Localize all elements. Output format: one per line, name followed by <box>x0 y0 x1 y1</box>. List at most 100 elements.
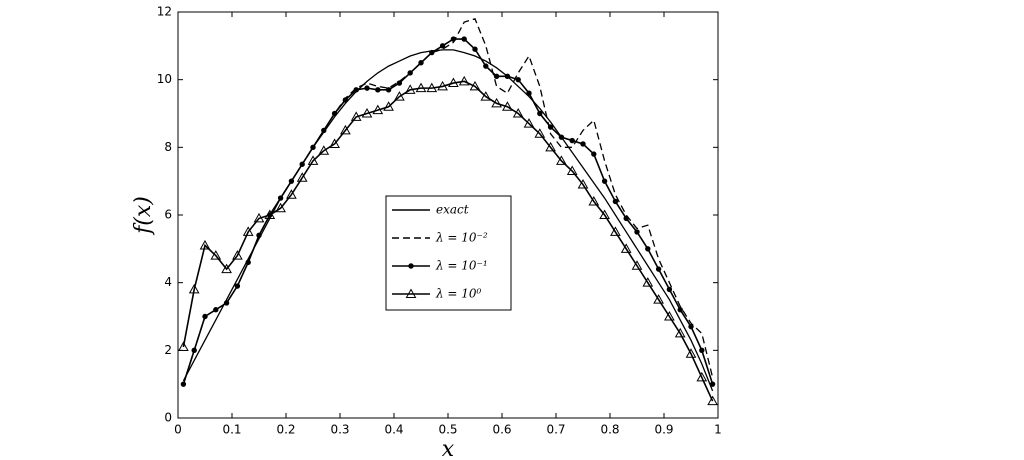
x-tick-label: 0 <box>174 423 182 437</box>
data-point <box>450 36 457 42</box>
data-point <box>404 84 416 94</box>
data-point <box>674 327 686 338</box>
data-point <box>340 124 351 135</box>
data-point <box>418 60 424 66</box>
data-point <box>677 307 683 313</box>
data-point <box>353 87 359 93</box>
x-tick-label: 0.7 <box>546 423 565 437</box>
data-point <box>213 307 219 313</box>
data-point <box>664 310 675 321</box>
data-point <box>707 395 718 406</box>
y-tick-label: 0 <box>164 411 172 425</box>
data-point <box>342 97 349 103</box>
data-point <box>331 110 338 117</box>
x-tick-label: 0.4 <box>384 423 403 437</box>
data-point <box>415 82 427 93</box>
x-tick-label: 0.9 <box>654 423 673 437</box>
x-tick-label: 0.8 <box>600 423 619 437</box>
y-tick-label: 10 <box>157 72 172 86</box>
data-point <box>253 212 265 223</box>
data-point <box>580 141 586 147</box>
data-point <box>634 229 640 235</box>
data-point <box>599 209 610 219</box>
data-point <box>502 101 513 111</box>
data-point <box>523 118 535 128</box>
data-point <box>493 73 500 79</box>
data-point <box>612 198 619 205</box>
legend-label: λ = 10⁻² <box>435 231 488 245</box>
data-point <box>242 226 254 236</box>
data-point <box>655 266 662 272</box>
data-point <box>448 77 459 88</box>
x-tick-label: 0.3 <box>330 423 349 437</box>
data-point <box>588 195 600 206</box>
y-tick-label: 8 <box>164 140 172 154</box>
data-point <box>558 134 565 140</box>
x-tick-label: 0.6 <box>492 423 511 437</box>
data-point <box>472 46 478 52</box>
data-point <box>375 87 381 93</box>
data-point <box>591 151 597 157</box>
data-point <box>383 101 394 111</box>
data-point <box>483 63 489 69</box>
data-point <box>458 75 470 86</box>
data-point <box>696 371 708 382</box>
x-tick-label: 0.1 <box>222 423 241 437</box>
data-point <box>178 341 189 351</box>
data-point <box>642 277 654 287</box>
data-point <box>350 111 362 121</box>
data-point <box>512 107 524 118</box>
data-point <box>234 283 241 289</box>
data-point <box>321 127 327 134</box>
y-axis-label: f(x) <box>131 196 156 236</box>
data-point <box>277 195 284 201</box>
y-tick-label: 2 <box>164 343 172 357</box>
data-point <box>537 110 543 117</box>
data-point <box>245 259 251 266</box>
data-point <box>534 128 546 138</box>
x-tick-label: 1 <box>714 423 722 437</box>
x-tick-label: 0.5 <box>438 423 457 437</box>
data-point <box>547 124 554 130</box>
legend-label: λ = 10⁻¹ <box>435 259 488 273</box>
legend-marker <box>408 263 414 269</box>
data-point <box>396 80 403 86</box>
data-point <box>480 91 492 101</box>
data-point <box>526 90 532 96</box>
legend-label: λ = 10⁰ <box>435 287 482 301</box>
data-point <box>407 70 413 76</box>
data-point <box>296 172 308 182</box>
data-point <box>601 178 608 184</box>
data-point <box>372 104 384 115</box>
data-point <box>556 155 567 165</box>
data-point <box>307 155 319 165</box>
data-point <box>653 294 664 304</box>
data-point <box>504 73 511 79</box>
data-point <box>223 300 230 306</box>
data-point <box>545 141 556 152</box>
data-point <box>623 215 629 222</box>
data-point <box>202 313 208 320</box>
data-point <box>685 348 697 358</box>
data-point <box>709 381 716 387</box>
data-point <box>264 209 276 219</box>
data-point <box>645 246 651 252</box>
data-point <box>191 347 197 354</box>
legend-box <box>385 195 512 311</box>
x-axis-label: x <box>442 437 455 460</box>
data-point <box>426 82 438 93</box>
data-point <box>256 232 262 239</box>
data-point <box>469 80 481 91</box>
data-point <box>688 323 694 330</box>
data-point <box>299 161 305 167</box>
legend-label: exact <box>436 203 469 217</box>
data-point <box>364 85 370 91</box>
data-point <box>221 263 232 274</box>
data-point <box>610 226 621 236</box>
y-tick-label: 4 <box>164 275 172 289</box>
legend-marker <box>405 288 417 298</box>
data-point <box>385 87 392 93</box>
data-point <box>232 250 243 260</box>
data-point <box>288 178 295 184</box>
